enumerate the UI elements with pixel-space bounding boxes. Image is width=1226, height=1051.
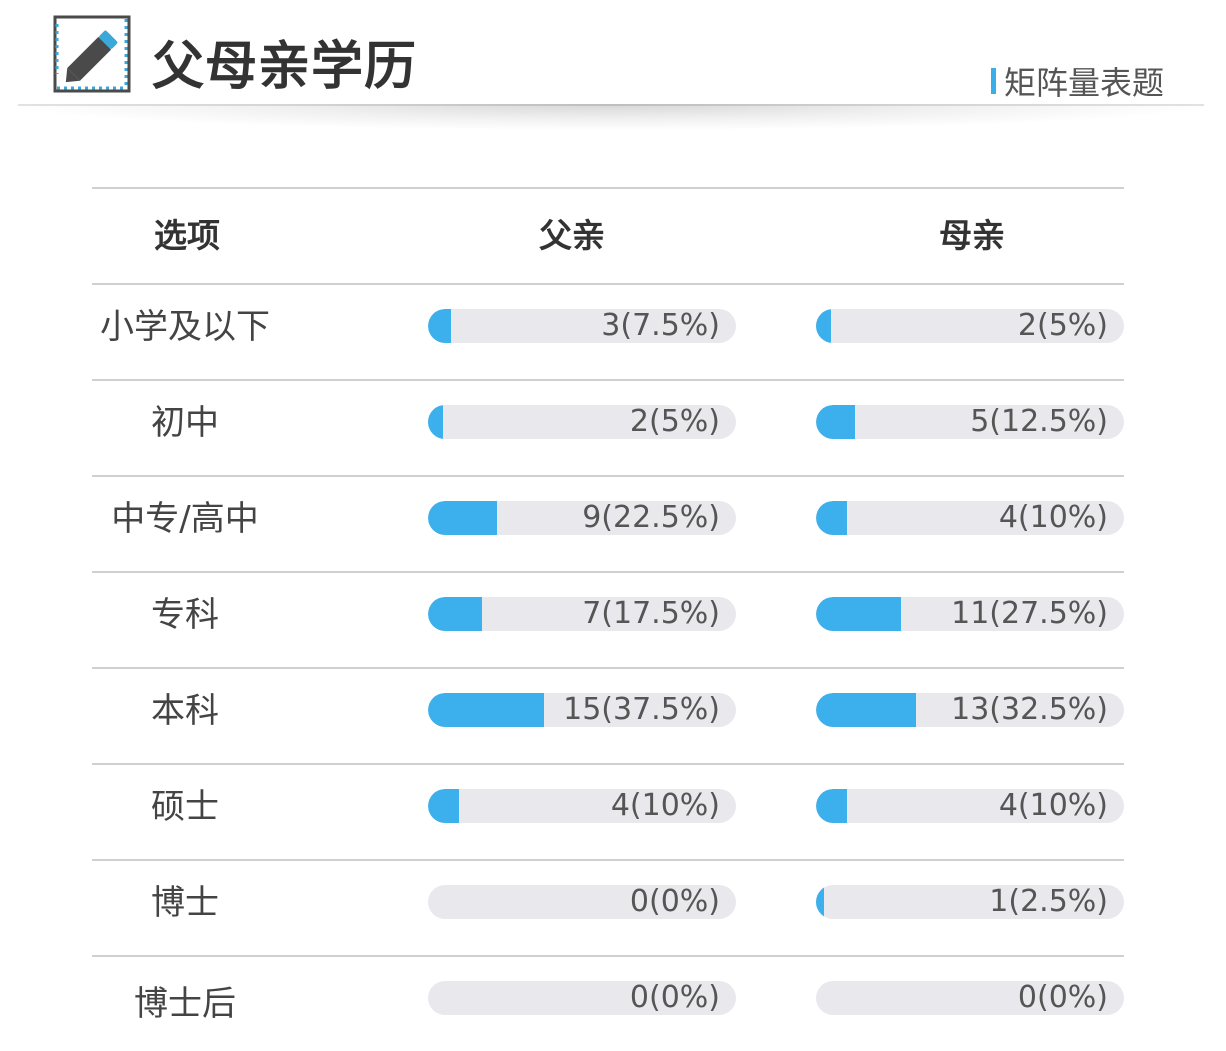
mother-progress-bar: 4(10%): [816, 501, 1124, 535]
tag-accent-bar: [990, 68, 996, 94]
mother-count-label: 4(10%): [998, 789, 1108, 823]
mother-count-label: 11(27.5%): [951, 597, 1108, 631]
row-option-label: 硕士: [151, 787, 219, 827]
mother-progress-bar: 4(10%): [816, 789, 1124, 823]
father-count-label: 4(10%): [610, 789, 720, 823]
father-count-label: 0(0%): [629, 981, 720, 1015]
table-rule: [92, 955, 1124, 957]
table-row: 初中 2(5%) 5(12.5%): [92, 381, 1124, 475]
mother-progress-fill: [816, 309, 832, 343]
table-row: 博士 0(0%) 1(2.5%): [92, 861, 1124, 955]
table-row: 本科 15(37.5%) 13(32.5%): [92, 669, 1124, 763]
row-option-label: 小学及以下: [100, 307, 270, 347]
father-progress-bar: 9(22.5%): [428, 501, 736, 535]
table-header: 选项 父亲 母亲: [92, 189, 1124, 283]
father-count-label: 3(7.5%): [601, 309, 720, 343]
father-count-label: 0(0%): [629, 885, 720, 919]
column-header-father: 父亲: [539, 216, 605, 255]
mother-progress-bar: 11(27.5%): [816, 597, 1124, 631]
father-progress-fill: [428, 501, 498, 535]
table-rule: [92, 379, 1124, 381]
row-option-label: 博士后: [134, 984, 236, 1024]
table-row: 专科 7(17.5%) 11(27.5%): [92, 573, 1124, 667]
father-progress-bar: 7(17.5%): [428, 597, 736, 631]
mother-count-label: 1(2.5%): [989, 885, 1108, 919]
mother-progress-fill: [816, 885, 824, 919]
question-type-tag: 矩阵量表题: [990, 58, 1164, 104]
table-rule: [92, 475, 1124, 477]
father-progress-bar: 0(0%): [428, 885, 736, 919]
row-option-label: 专科: [151, 595, 219, 635]
table-row: 小学及以下 3(7.5%) 2(5%): [92, 285, 1124, 379]
column-header-mother: 母亲: [939, 216, 1005, 255]
father-progress-bar: 15(37.5%): [428, 693, 736, 727]
father-progress-fill: [428, 693, 544, 727]
education-table: 选项 父亲 母亲 小学及以下 3(7.5%) 2(5%) 初中 2(5%) 5(12.5%…: [92, 187, 1124, 1051]
mother-progress-bar: 0(0%): [816, 981, 1124, 1015]
row-option-label: 初中: [151, 403, 219, 443]
father-progress-bar: 0(0%): [428, 981, 736, 1015]
father-count-label: 9(22.5%): [582, 501, 720, 535]
mother-count-label: 2(5%): [1017, 309, 1108, 343]
father-count-label: 15(37.5%): [563, 693, 720, 727]
father-progress-fill: [428, 309, 452, 343]
table-rule: [92, 763, 1124, 765]
table-rule: [92, 667, 1124, 669]
mother-progress-bar: 13(32.5%): [816, 693, 1124, 727]
table-row: 中专/高中 9(22.5%) 4(10%): [92, 477, 1124, 571]
edit-pencil-icon: [53, 15, 131, 93]
mother-count-label: 13(32.5%): [951, 693, 1108, 727]
column-header-option: 选项: [154, 216, 220, 255]
father-progress-bar: 4(10%): [428, 789, 736, 823]
mother-progress-fill: [816, 501, 847, 535]
mother-progress-bar: 5(12.5%): [816, 405, 1124, 439]
mother-progress-fill: [816, 597, 901, 631]
page-header: 父母亲学历 矩阵量表题: [0, 0, 1226, 130]
header-shadow: [18, 104, 1204, 130]
father-progress-bar: 2(5%): [428, 405, 736, 439]
row-option-label: 博士: [151, 883, 219, 923]
mother-count-label: 0(0%): [1017, 981, 1108, 1015]
mother-progress-fill: [816, 693, 917, 727]
father-progress-fill: [428, 789, 459, 823]
mother-progress-fill: [816, 789, 847, 823]
father-progress-bar: 3(7.5%): [428, 309, 736, 343]
mother-progress-bar: 1(2.5%): [816, 885, 1124, 919]
father-progress-fill: [428, 597, 482, 631]
table-top-rule: [92, 187, 1124, 189]
father-progress-fill: [428, 405, 444, 439]
mother-progress-bar: 2(5%): [816, 309, 1124, 343]
table-rule: [92, 859, 1124, 861]
table-row: 博士后 0(0%) 0(0%): [92, 957, 1124, 1051]
mother-progress-fill: [816, 405, 855, 439]
page-title: 父母亲学历: [152, 37, 418, 97]
table-body: 小学及以下 3(7.5%) 2(5%) 初中 2(5%) 5(12.5%) 中专/高中 9(2…: [92, 285, 1124, 1051]
question-type-label: 矩阵量表题: [1003, 64, 1164, 102]
table-rule: [92, 571, 1124, 573]
father-count-label: 2(5%): [629, 405, 720, 439]
header-divider: [18, 104, 1204, 106]
row-option-label: 中专/高中: [111, 499, 259, 539]
mother-count-label: 5(12.5%): [970, 405, 1108, 439]
table-row: 硕士 4(10%) 4(10%): [92, 765, 1124, 859]
table-rule: [92, 283, 1124, 285]
row-option-label: 本科: [151, 691, 219, 731]
father-count-label: 7(17.5%): [582, 597, 720, 631]
mother-count-label: 4(10%): [998, 501, 1108, 535]
